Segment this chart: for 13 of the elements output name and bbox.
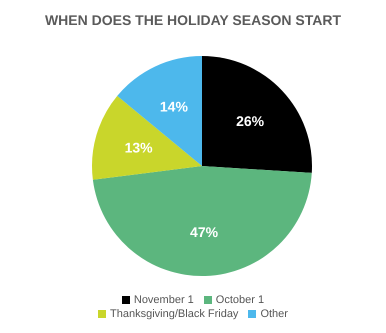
data-label: 13% <box>124 140 154 156</box>
chart-title: WHEN DOES THE HOLIDAY SEASON START <box>44 11 342 30</box>
legend-label: November 1 <box>134 294 194 306</box>
data-label: 47% <box>190 224 219 240</box>
pie-slice <box>202 56 312 173</box>
pie-slice <box>92 96 202 180</box>
data-label: 14% <box>160 98 188 114</box>
legend-label: October 1 <box>216 294 264 306</box>
legend-label: Thanksgiving/Black Friday <box>110 308 238 320</box>
pie-slice <box>92 166 312 276</box>
legend-label: Other <box>260 308 288 320</box>
data-label: 26% <box>236 112 265 129</box>
pie-slice <box>117 56 202 166</box>
